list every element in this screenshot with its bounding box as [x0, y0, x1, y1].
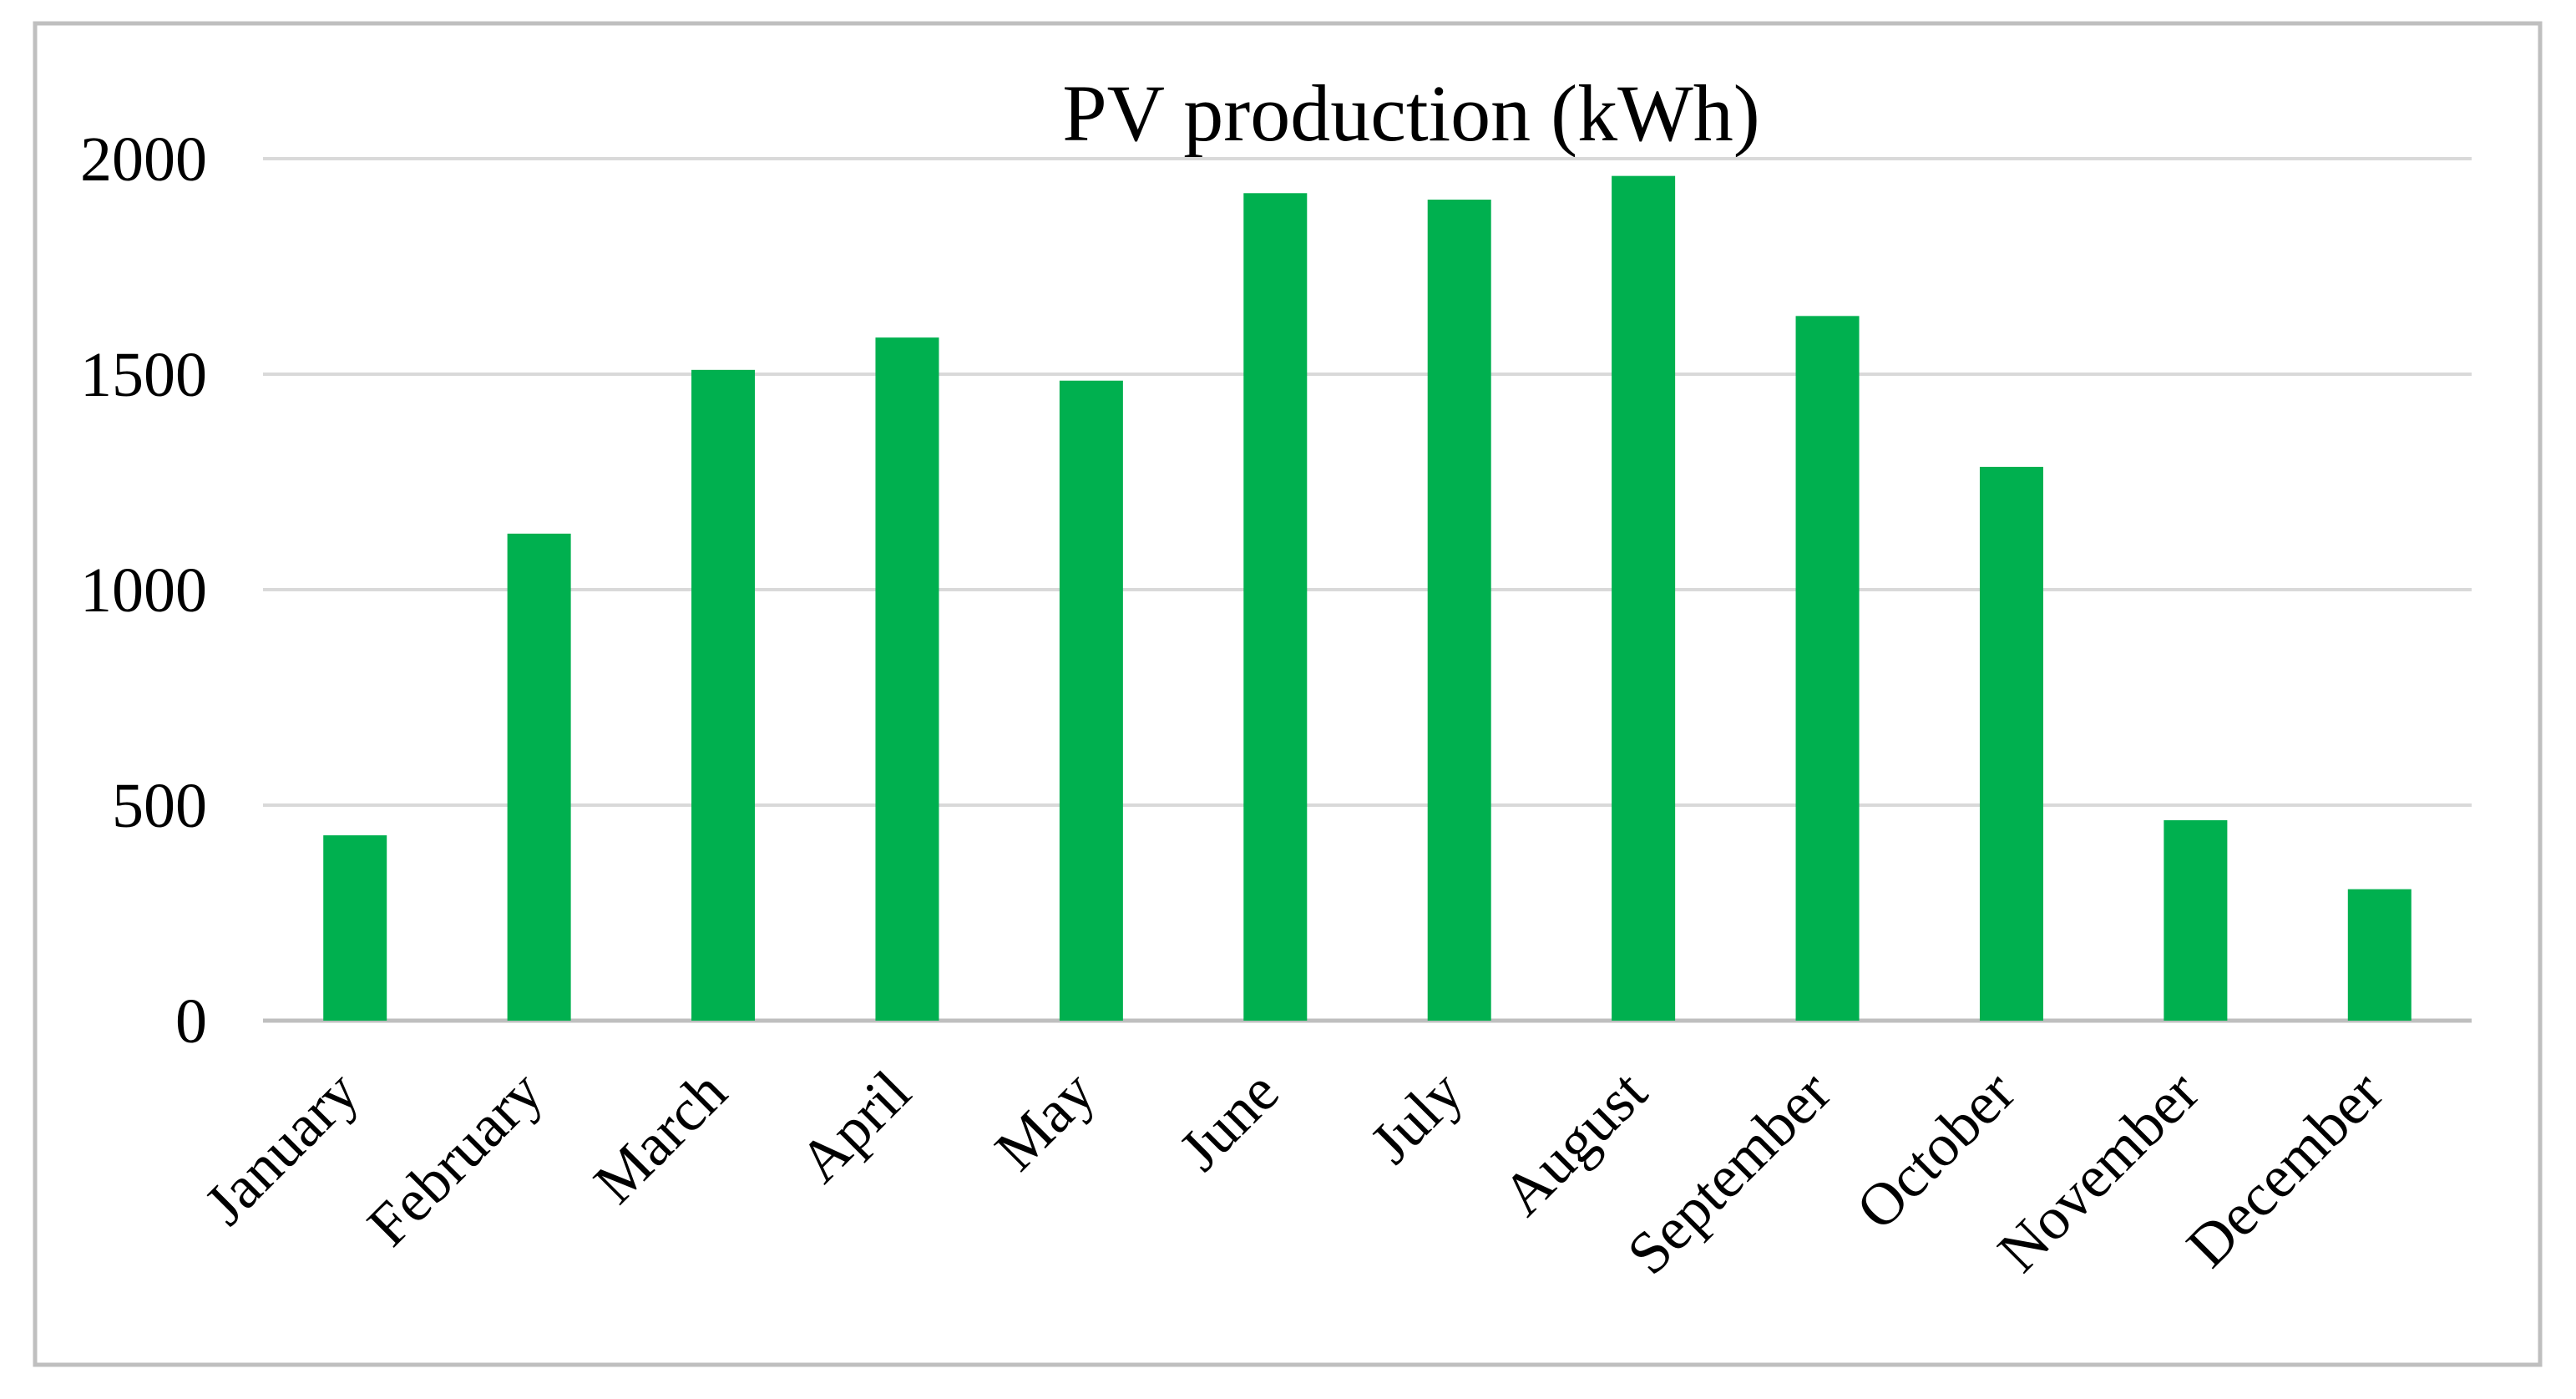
y-tick-label: 500: [112, 771, 207, 841]
bar-september: [1795, 316, 1860, 1021]
bar-july: [1427, 200, 1491, 1021]
bar-march: [691, 369, 756, 1021]
y-axis-tick-labels: 0 500 1000 1500 2000: [80, 124, 207, 1057]
gridlines: [263, 157, 2472, 1023]
y-tick-label: 0: [175, 986, 207, 1057]
bar-november: [2164, 820, 2228, 1021]
bar-june: [1243, 193, 1308, 1021]
bar-february: [507, 533, 571, 1021]
y-tick-label: 2000: [80, 124, 207, 195]
bar-april: [875, 337, 939, 1021]
chart-title: PV production (kWh): [1062, 68, 1759, 158]
bars: [323, 175, 2412, 1021]
bar-august: [1612, 175, 1676, 1021]
bar-october: [1979, 466, 2043, 1021]
bar-december: [2347, 889, 2412, 1021]
bar-january: [323, 835, 387, 1021]
y-tick-label: 1500: [80, 340, 207, 410]
y-tick-label: 1000: [80, 555, 207, 626]
bar-may: [1059, 380, 1123, 1021]
